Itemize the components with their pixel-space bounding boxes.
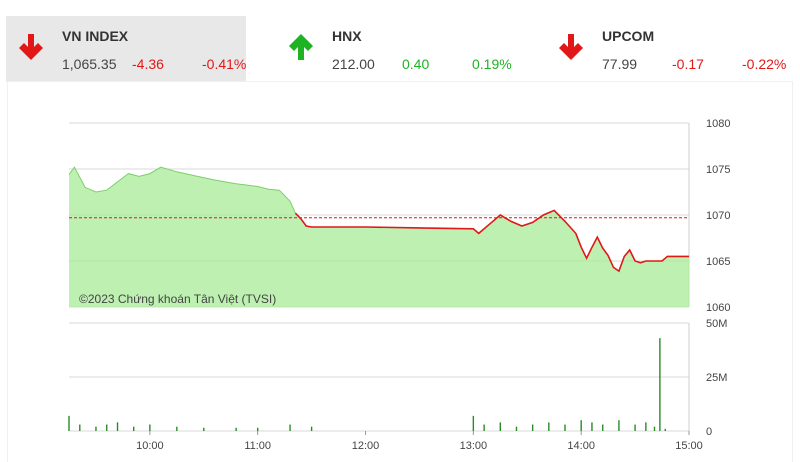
price-area bbox=[69, 167, 689, 307]
ticker-percent: -0.41% bbox=[202, 56, 247, 72]
ticker-value: 212.00 bbox=[332, 56, 375, 72]
ticker-value: 77.99 bbox=[602, 56, 638, 72]
time-tick-label: 15:00 bbox=[675, 440, 703, 452]
volume-tick-label: 25M bbox=[706, 372, 727, 384]
price-line-below-reference bbox=[294, 209, 689, 273]
ticker-value: 1,065.35 bbox=[62, 56, 117, 72]
credit-text: ©2023 Chứng khoán Tân Việt (TVSI) bbox=[79, 292, 276, 306]
time-tick-label: 10:00 bbox=[136, 440, 164, 452]
ticker-name: UPCOM bbox=[602, 28, 655, 44]
time-tick-label: 12:00 bbox=[352, 440, 380, 452]
ticker-vnindex[interactable]: VN INDEX 1,065.35 -4.36 -0.41% bbox=[6, 16, 246, 82]
price-tick-label: 1060 bbox=[706, 302, 730, 314]
ticker-change: 0.40 bbox=[402, 56, 430, 72]
time-tick-label: 13:00 bbox=[460, 440, 488, 452]
volume-tick-label: 50M bbox=[706, 318, 727, 330]
price-tick-label: 1070 bbox=[706, 210, 730, 222]
time-tick-label: 14:00 bbox=[567, 440, 595, 452]
arrow-up-icon bbox=[289, 34, 313, 60]
price-line-above-reference bbox=[68, 166, 296, 214]
price-tick-label: 1075 bbox=[706, 164, 730, 176]
ticker-change: -4.36 bbox=[132, 56, 164, 72]
ticker-change: -0.17 bbox=[672, 56, 704, 72]
index-tickers: VN INDEX 1,065.35 -4.36 -0.41% HNX 212.0… bbox=[0, 0, 800, 82]
ticker-name: VN INDEX bbox=[62, 28, 129, 44]
ticker-hnx[interactable]: HNX 212.00 0.40 0.19% bbox=[276, 16, 516, 82]
ticker-percent: -0.22% bbox=[742, 56, 787, 72]
ticker-upcom[interactable]: UPCOM 77.99 -0.17 -0.22% bbox=[546, 16, 800, 82]
price-tick-label: 1080 bbox=[706, 118, 730, 130]
volume-tick-label: 0 bbox=[706, 426, 712, 438]
arrow-down-icon bbox=[19, 34, 43, 60]
arrow-down-icon bbox=[559, 34, 583, 60]
ticker-percent: 0.19% bbox=[472, 56, 512, 72]
price-tick-label: 1065 bbox=[706, 256, 730, 268]
time-tick-label: 11:00 bbox=[244, 440, 271, 452]
ticker-name: HNX bbox=[332, 28, 362, 44]
